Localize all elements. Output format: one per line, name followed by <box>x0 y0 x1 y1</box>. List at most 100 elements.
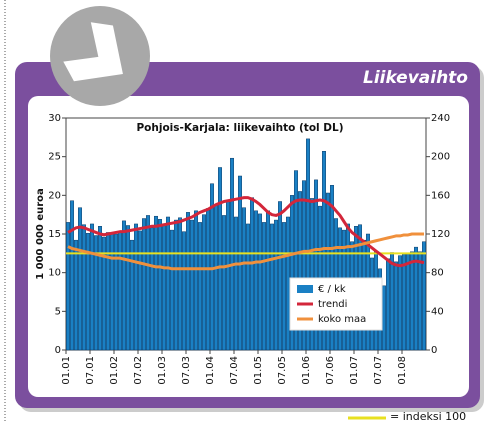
bar <box>314 179 318 351</box>
y-tick-label: 5 <box>55 306 61 317</box>
bar <box>182 231 186 351</box>
bar <box>102 236 106 351</box>
chart-title: Pohjois-Karjala: liikevaihto (tol DL) <box>136 122 343 134</box>
bar <box>242 207 246 351</box>
bar <box>262 222 266 351</box>
bar <box>194 210 198 351</box>
bar <box>126 225 130 351</box>
legend-label: koko maa <box>318 314 366 325</box>
panel-title: Liikevaihto <box>363 68 468 88</box>
bar <box>98 226 102 351</box>
bar <box>326 192 330 351</box>
bar <box>158 219 162 351</box>
icon-arrow <box>63 22 123 82</box>
bar <box>186 212 190 351</box>
x-tick-label: 07.06 <box>325 356 336 385</box>
bar <box>178 217 182 351</box>
reference-label: = indeksi 100 <box>390 410 466 423</box>
x-tick-label: 01.03 <box>157 356 168 385</box>
bar <box>82 224 86 351</box>
bar <box>322 151 326 351</box>
bar <box>234 216 238 351</box>
x-tick-label: 01.06 <box>301 356 312 385</box>
bar <box>382 285 386 351</box>
bar <box>386 258 390 351</box>
y-tick-label: 25 <box>48 152 61 163</box>
bar <box>422 241 426 351</box>
bar <box>166 216 170 351</box>
bar <box>134 223 138 351</box>
bar <box>398 255 402 351</box>
bar <box>254 210 258 351</box>
bar <box>410 251 414 351</box>
bar <box>414 246 418 351</box>
bar <box>290 195 294 351</box>
y2-tick-label: 80 <box>431 268 444 279</box>
bar <box>222 215 226 351</box>
bar <box>214 204 218 351</box>
bar <box>258 213 262 351</box>
bar <box>250 197 254 351</box>
x-tick-label: 01.01 <box>61 356 72 385</box>
bar <box>310 198 314 351</box>
bar <box>390 252 394 351</box>
y-tick-label: 20 <box>48 190 61 201</box>
y-tick-label: 10 <box>48 268 61 279</box>
bar <box>402 253 406 351</box>
bar <box>174 219 178 351</box>
bar <box>298 191 302 351</box>
bar <box>218 167 222 351</box>
bar <box>278 201 282 351</box>
x-tick-label: 07.02 <box>133 356 144 385</box>
bar <box>86 232 90 351</box>
x-tick-label: 01.07 <box>349 356 360 385</box>
bar <box>142 218 146 351</box>
x-tick-label: 01.04 <box>205 356 216 385</box>
bar <box>418 251 422 351</box>
bar <box>246 223 250 351</box>
bar <box>74 239 78 351</box>
x-tick-label: 07.01 <box>85 356 96 385</box>
bar <box>202 214 206 351</box>
y2-tick-label: 40 <box>431 306 444 317</box>
x-tick-label: 07.04 <box>229 356 240 385</box>
legend-label: trendi <box>318 299 347 310</box>
bar <box>170 229 174 351</box>
bar <box>198 222 202 351</box>
bar <box>110 233 114 351</box>
bar <box>294 170 298 351</box>
bar <box>78 207 82 351</box>
bar <box>282 222 286 351</box>
bar <box>406 253 410 351</box>
line <box>67 232 424 271</box>
bar <box>94 235 98 351</box>
bar <box>206 208 210 351</box>
x-tick-label: 01.05 <box>253 356 264 385</box>
bar <box>90 223 94 351</box>
bar <box>154 215 158 351</box>
bar <box>138 230 142 351</box>
y-tick-label: 30 <box>48 113 61 124</box>
bar <box>274 219 278 351</box>
bar <box>302 180 306 351</box>
y-tick-label: 15 <box>48 229 61 240</box>
y2-tick-label: 120 <box>431 229 450 240</box>
bar <box>394 261 398 351</box>
y2-tick-label: 240 <box>431 113 450 124</box>
bar <box>130 239 134 351</box>
x-tick-label: 07.07 <box>373 356 384 385</box>
x-tick-label: 07.03 <box>181 356 192 385</box>
y-axis-label: 1 000 000 euroa <box>35 188 46 280</box>
bar <box>66 222 70 351</box>
bar <box>150 227 154 351</box>
bar <box>106 232 110 351</box>
x-tick-label: 01.08 <box>397 356 408 385</box>
y2-tick-label: 160 <box>431 190 450 201</box>
x-tick-label: 07.05 <box>277 356 288 385</box>
legend-label: € / kk <box>318 284 346 295</box>
bar <box>70 200 74 351</box>
bar <box>266 210 270 351</box>
bar <box>286 216 290 351</box>
bar <box>226 201 230 351</box>
